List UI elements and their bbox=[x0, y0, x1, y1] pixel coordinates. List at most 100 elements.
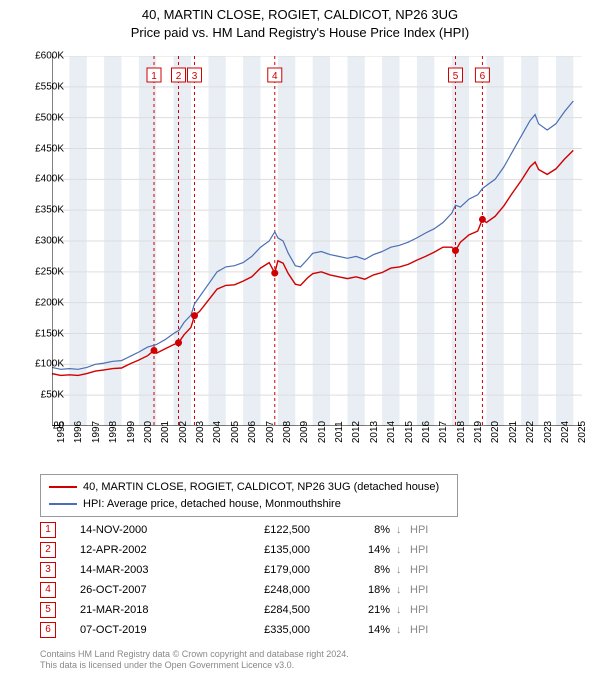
sale-price: £335,000 bbox=[210, 624, 340, 636]
sale-price: £284,500 bbox=[210, 604, 340, 616]
sale-marker-box: 2 bbox=[40, 542, 56, 558]
down-arrow-icon: ↓ bbox=[396, 584, 410, 596]
x-tick-label: 2025 bbox=[577, 421, 588, 443]
x-tick-label: 2007 bbox=[265, 421, 276, 443]
sale-pct: 8% bbox=[340, 524, 396, 536]
sale-date: 14-NOV-2000 bbox=[80, 524, 210, 536]
x-tick-label: 1999 bbox=[126, 421, 137, 443]
sales-row: 3 14-MAR-2003£179,0008%↓HPI bbox=[40, 560, 428, 580]
x-tick-label: 2016 bbox=[421, 421, 432, 443]
sale-price: £179,000 bbox=[210, 564, 340, 576]
chart-area: 123456 bbox=[52, 56, 582, 426]
legend-swatch bbox=[49, 503, 77, 505]
legend: 40, MARTIN CLOSE, ROGIET, CALDICOT, NP26… bbox=[40, 474, 458, 517]
title-block: 40, MARTIN CLOSE, ROGIET, CALDICOT, NP26… bbox=[0, 0, 600, 42]
x-tick-label: 2013 bbox=[369, 421, 380, 443]
sale-hpi-tag: HPI bbox=[410, 584, 428, 596]
x-tick-label: 2014 bbox=[386, 421, 397, 443]
x-tick-label: 2001 bbox=[160, 421, 171, 443]
x-tick-label: 2006 bbox=[247, 421, 258, 443]
sale-price: £248,000 bbox=[210, 584, 340, 596]
y-tick-label: £500K bbox=[18, 112, 64, 123]
down-arrow-icon: ↓ bbox=[396, 604, 410, 616]
y-tick-label: £150K bbox=[18, 328, 64, 339]
x-tick-label: 2000 bbox=[143, 421, 154, 443]
sales-table: 114-NOV-2000£122,5008%↓HPI212-APR-2002£1… bbox=[40, 520, 428, 640]
legend-row: HPI: Average price, detached house, Monm… bbox=[49, 496, 449, 513]
legend-label: 40, MARTIN CLOSE, ROGIET, CALDICOT, NP26… bbox=[83, 479, 439, 496]
x-tick-label: 2005 bbox=[230, 421, 241, 443]
y-tick-label: £400K bbox=[18, 174, 64, 185]
sales-row: 212-APR-2002£135,00014%↓HPI bbox=[40, 540, 428, 560]
sale-hpi-tag: HPI bbox=[410, 604, 428, 616]
x-tick-label: 1995 bbox=[56, 421, 67, 443]
y-tick-label: £350K bbox=[18, 205, 64, 216]
sale-marker-box: 1 bbox=[40, 522, 56, 538]
svg-text:2: 2 bbox=[176, 71, 182, 82]
title-address: 40, MARTIN CLOSE, ROGIET, CALDICOT, NP26… bbox=[0, 6, 600, 24]
sale-pct: 14% bbox=[340, 544, 396, 556]
svg-text:4: 4 bbox=[272, 71, 278, 82]
sales-row: 426-OCT-2007£248,00018%↓HPI bbox=[40, 580, 428, 600]
x-tick-label: 2020 bbox=[490, 421, 501, 443]
sale-pct: 8% bbox=[340, 564, 396, 576]
svg-text:5: 5 bbox=[453, 71, 459, 82]
y-tick-label: £200K bbox=[18, 297, 64, 308]
x-tick-label: 2004 bbox=[212, 421, 223, 443]
footnote-line1: Contains HM Land Registry data © Crown c… bbox=[40, 649, 349, 661]
y-tick-label: £600K bbox=[18, 51, 64, 62]
svg-text:3: 3 bbox=[192, 71, 198, 82]
y-tick-label: £550K bbox=[18, 81, 64, 92]
sale-hpi-tag: HPI bbox=[410, 564, 428, 576]
sale-marker-box: 5 bbox=[40, 602, 56, 618]
y-tick-label: £50K bbox=[18, 390, 64, 401]
x-tick-label: 2009 bbox=[299, 421, 310, 443]
x-tick-label: 1997 bbox=[91, 421, 102, 443]
title-subtitle: Price paid vs. HM Land Registry's House … bbox=[0, 24, 600, 42]
x-tick-label: 2024 bbox=[560, 421, 571, 443]
sale-pct: 14% bbox=[340, 624, 396, 636]
x-tick-label: 2019 bbox=[473, 421, 484, 443]
y-tick-label: £100K bbox=[18, 359, 64, 370]
sale-date: 12-APR-2002 bbox=[80, 544, 210, 556]
x-tick-label: 2023 bbox=[543, 421, 554, 443]
svg-text:6: 6 bbox=[480, 71, 486, 82]
x-tick-label: 2018 bbox=[456, 421, 467, 443]
x-tick-label: 2011 bbox=[334, 421, 345, 443]
x-tick-label: 2012 bbox=[351, 421, 362, 443]
sale-pct: 21% bbox=[340, 604, 396, 616]
y-tick-label: £450K bbox=[18, 143, 64, 154]
sale-marker-box: 3 bbox=[40, 562, 56, 578]
down-arrow-icon: ↓ bbox=[396, 564, 410, 576]
sale-hpi-tag: HPI bbox=[410, 524, 428, 536]
sales-row: 1 14-NOV-2000£122,5008%↓HPI bbox=[40, 520, 428, 540]
x-tick-label: 1996 bbox=[73, 421, 84, 443]
x-tick-label: 2017 bbox=[438, 421, 449, 443]
x-tick-label: 2021 bbox=[508, 421, 519, 443]
x-tick-label: 2002 bbox=[178, 421, 189, 443]
sale-date: 21-MAR-2018 bbox=[80, 604, 210, 616]
down-arrow-icon: ↓ bbox=[396, 524, 410, 536]
sale-marker-box: 4 bbox=[40, 582, 56, 598]
x-tick-label: 2010 bbox=[317, 421, 328, 443]
x-tick-label: 2008 bbox=[282, 421, 293, 443]
chart-svg: 123456 bbox=[52, 56, 582, 426]
x-tick-label: 1998 bbox=[108, 421, 119, 443]
down-arrow-icon: ↓ bbox=[396, 624, 410, 636]
sale-marker-box: 6 bbox=[40, 622, 56, 638]
sale-hpi-tag: HPI bbox=[410, 624, 428, 636]
sale-date: 07-OCT-2019 bbox=[80, 624, 210, 636]
y-tick-label: £300K bbox=[18, 236, 64, 247]
legend-label: HPI: Average price, detached house, Monm… bbox=[83, 496, 341, 513]
sale-hpi-tag: HPI bbox=[410, 544, 428, 556]
sales-row: 6 07-OCT-2019£335,00014%↓HPI bbox=[40, 620, 428, 640]
footnote: Contains HM Land Registry data © Crown c… bbox=[40, 649, 349, 672]
svg-text:1: 1 bbox=[151, 71, 157, 82]
sale-date: 14-MAR-2003 bbox=[80, 564, 210, 576]
x-tick-label: 2015 bbox=[404, 421, 415, 443]
x-tick-label: 2003 bbox=[195, 421, 206, 443]
sales-row: 5 21-MAR-2018£284,50021%↓HPI bbox=[40, 600, 428, 620]
sale-price: £122,500 bbox=[210, 524, 340, 536]
y-tick-label: £250K bbox=[18, 266, 64, 277]
footnote-line2: This data is licensed under the Open Gov… bbox=[40, 660, 349, 672]
